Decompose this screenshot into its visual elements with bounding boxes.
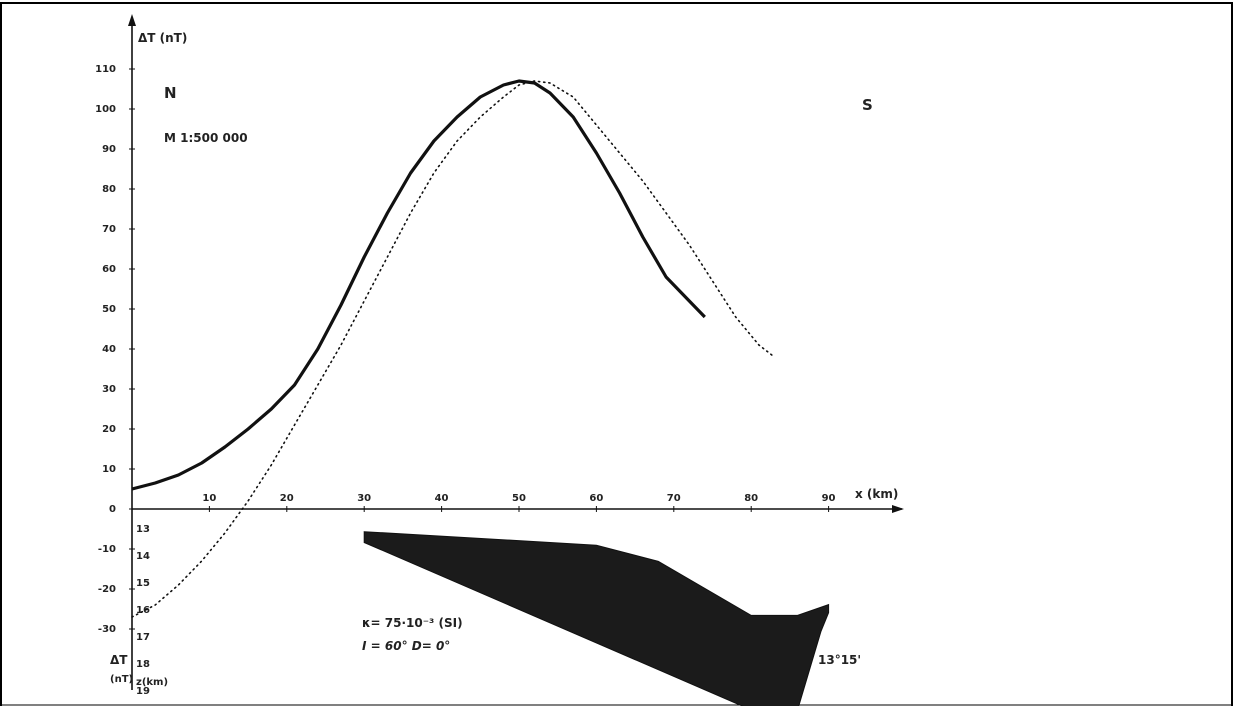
y-tick-label: 50 [102,304,116,315]
strike-label: 13°15' [818,653,861,667]
depth-tick-label: 18 [136,659,150,670]
south-label: S [862,96,873,114]
x-tick-label: 70 [667,493,681,504]
susceptibility-label: κ= 75·10⁻³ (SI) [362,616,463,630]
depth-tick-label: 15 [136,578,150,589]
y-tick-label: 90 [102,144,116,155]
x-tick-label: 20 [280,493,294,504]
north-label: N [164,84,177,102]
y-tick-label: 0 [109,504,116,515]
x-tick-label: 90 [822,493,836,504]
calculated-anomaly-curve [131,80,776,618]
x-tick-label: 30 [357,493,371,504]
depth-tick-label: 17 [136,632,150,643]
y-axis-title: ΔT (nT) [138,31,187,45]
y-tick-label: -20 [98,584,116,595]
x-tick-label: 80 [744,493,758,504]
y-tick-label: 20 [102,424,116,435]
y-tick-label: 10 [102,464,116,475]
scale-label: M 1:500 000 [164,131,248,145]
depth-tick-label: 14 [136,551,150,562]
chart-marks [131,79,830,706]
x-tick-label: 60 [589,493,603,504]
y-tick-label: 40 [102,344,116,355]
x-axis-title: x (km) [855,487,898,501]
x-tick-label: 50 [512,493,526,504]
inclination-declination-label: I = 60° D= 0° [362,639,450,653]
lower-y-axis-title: ΔT [110,653,128,667]
y-tick-label: 60 [102,264,116,275]
y-axis-arrow [128,14,136,26]
x-axis-arrow [892,505,904,513]
lower-y-axis-unit: (nT) [110,674,133,685]
y-tick-label: 70 [102,224,116,235]
y-tick-label: 30 [102,384,116,395]
observed-anomaly-curve [131,79,706,491]
x-tick-label: 40 [435,493,449,504]
x-tick-label: 10 [202,493,216,504]
axes: 10 20 30 40 50 60 70 80 901101009080706050403020… [95,14,904,697]
depth-axis-title: z(km) [136,677,168,688]
depth-tick-label: 13 [136,524,150,535]
depth-tick-label: 19 [136,686,150,697]
y-tick-label: 80 [102,184,116,195]
depth-tick-label: 16 [136,605,150,616]
magnetic-body-polygon [363,531,830,706]
y-tick-label: 100 [95,104,116,115]
y-tick-label: -10 [98,544,116,555]
y-tick-label: -30 [98,624,116,635]
y-tick-label: 110 [95,64,116,75]
